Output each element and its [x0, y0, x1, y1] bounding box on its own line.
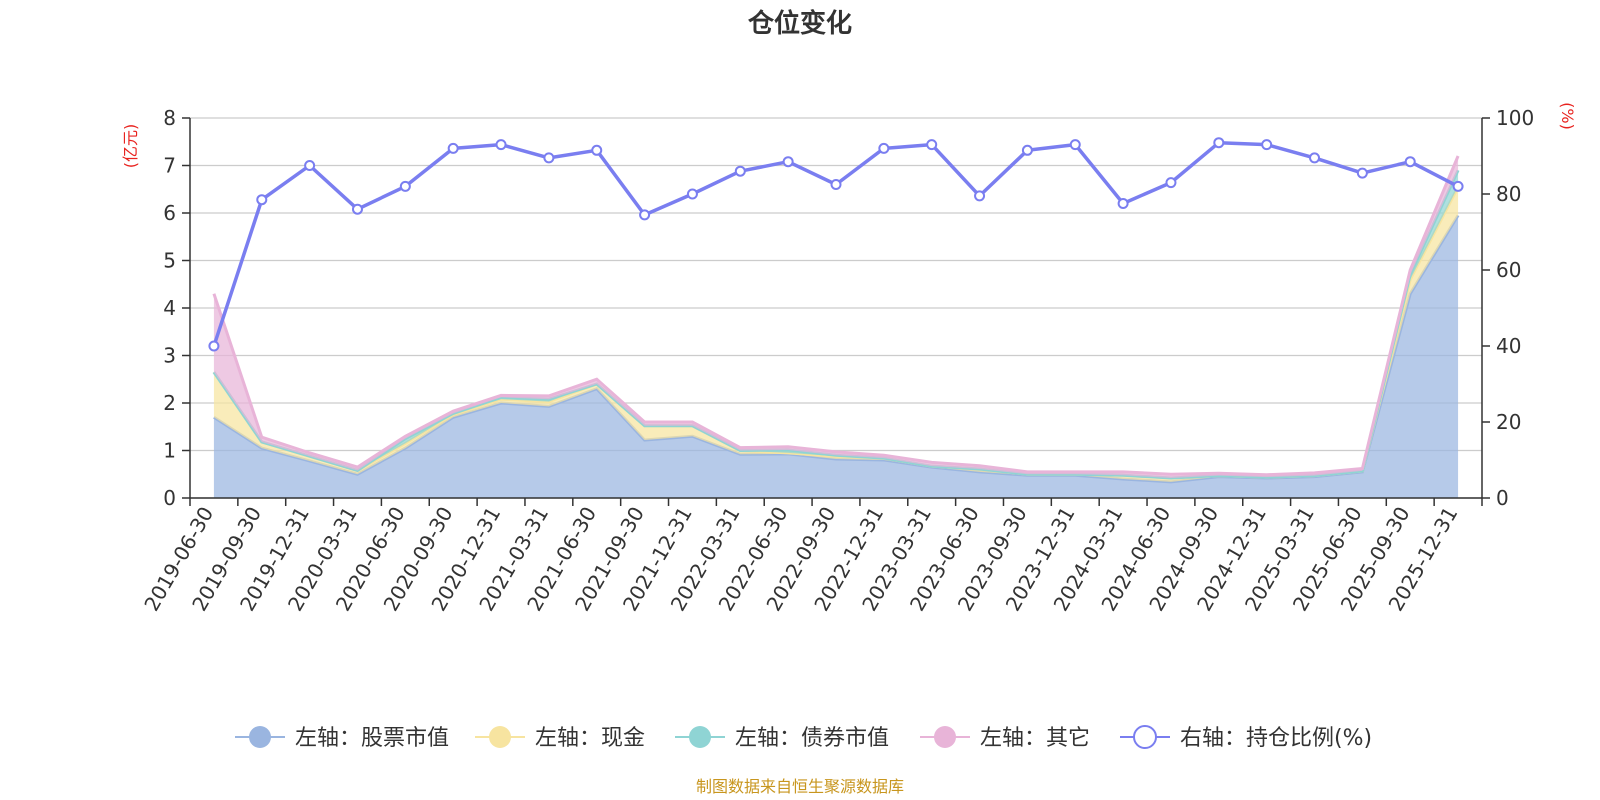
legend-label: 左轴：现金: [535, 726, 645, 751]
line-point[interactable]: [878, 142, 890, 154]
y-right-tick-label: 60: [1496, 258, 1521, 282]
line-point[interactable]: [495, 139, 507, 151]
legend-item-3[interactable]: 左轴：其它: [920, 726, 1090, 751]
area-series-0: [213, 215, 1459, 498]
area-edge-series-1: [212, 186, 1460, 480]
line-point[interactable]: [1404, 156, 1416, 168]
legend-item-1[interactable]: 左轴：现金: [475, 726, 645, 751]
legend-item-2[interactable]: 左轴：债券市值: [675, 726, 889, 751]
line-point[interactable]: [639, 209, 651, 221]
y-left-tick-label: 4: [163, 296, 176, 320]
y-left-tick-label: 2: [163, 391, 176, 415]
area-edge-series-3: [212, 155, 1460, 477]
line-point[interactable]: [974, 190, 986, 202]
y-left-tick-label: 7: [163, 154, 176, 178]
line-point[interactable]: [256, 194, 268, 206]
y-right-tick-label: 20: [1496, 410, 1521, 434]
area-series-3: [213, 156, 1459, 479]
line-point[interactable]: [1117, 198, 1129, 209]
line-point[interactable]: [1356, 167, 1368, 179]
line-point[interactable]: [782, 156, 794, 168]
line-point[interactable]: [304, 160, 316, 171]
line-point[interactable]: [591, 144, 603, 156]
line-point[interactable]: [830, 179, 842, 190]
legend-item-0[interactable]: 左轴：股票市值: [235, 726, 449, 751]
line-point[interactable]: [1021, 144, 1033, 156]
position-ratio-line: [208, 137, 1464, 352]
line-point[interactable]: [1165, 177, 1177, 189]
y-left-tick-label: 0: [163, 486, 176, 510]
y-left-unit: (亿元): [121, 124, 140, 169]
line-series-4: [212, 140, 1459, 347]
legend-label: 左轴：其它: [980, 726, 1090, 751]
legend: 左轴：股票市值 左轴：现金 左轴：债券市值 左轴：其它 右轴：持仓比例(%): [235, 725, 1372, 751]
line-point[interactable]: [734, 165, 746, 177]
legend-item-4[interactable]: 右轴：持仓比例(%): [1120, 725, 1372, 751]
legend-label: 左轴：股票市值: [295, 726, 449, 751]
y-right-tick-label: 80: [1496, 182, 1521, 206]
y-left-tick-label: 1: [163, 439, 176, 463]
legend-label: 右轴：持仓比例(%): [1180, 726, 1372, 751]
y-left-tick-label: 5: [163, 249, 176, 273]
y-right-tick-label: 100: [1496, 106, 1534, 130]
y-right-unit: (%): [1558, 102, 1577, 130]
legend-marker-icon: [689, 726, 711, 748]
line-point[interactable]: [351, 203, 363, 215]
area-series-2: [213, 170, 1459, 479]
line-point[interactable]: [1069, 139, 1081, 151]
line-point[interactable]: [208, 340, 220, 352]
y-right-tick-label: 40: [1496, 334, 1521, 358]
line-point[interactable]: [1452, 180, 1464, 192]
legend-marker-icon: [934, 726, 956, 748]
legend-label: 左轴：债券市值: [735, 726, 889, 751]
y-left-tick-label: 8: [163, 106, 176, 130]
source-note: 制图数据来自恒生聚源数据库: [696, 777, 904, 796]
y-left-tick-label: 6: [163, 201, 176, 225]
area-edge-series-2: [212, 169, 1460, 480]
line-point[interactable]: [1309, 152, 1321, 164]
line-point[interactable]: [926, 139, 938, 151]
line-point[interactable]: [1261, 139, 1273, 151]
line-point[interactable]: [447, 142, 459, 154]
legend-marker-icon: [1133, 725, 1157, 749]
line-point[interactable]: [399, 180, 411, 192]
legend-marker-icon: [249, 726, 271, 748]
y-left-tick-label: 3: [163, 344, 176, 368]
line-point[interactable]: [543, 152, 555, 164]
legend-marker-icon: [489, 726, 511, 748]
y-right-tick-label: 0: [1496, 486, 1509, 510]
chart-title: 仓位变化: [747, 8, 852, 39]
line-point[interactable]: [1213, 137, 1225, 149]
stacked-areas: [212, 155, 1460, 498]
line-point[interactable]: [686, 188, 698, 200]
grid-lines: [190, 117, 1482, 499]
